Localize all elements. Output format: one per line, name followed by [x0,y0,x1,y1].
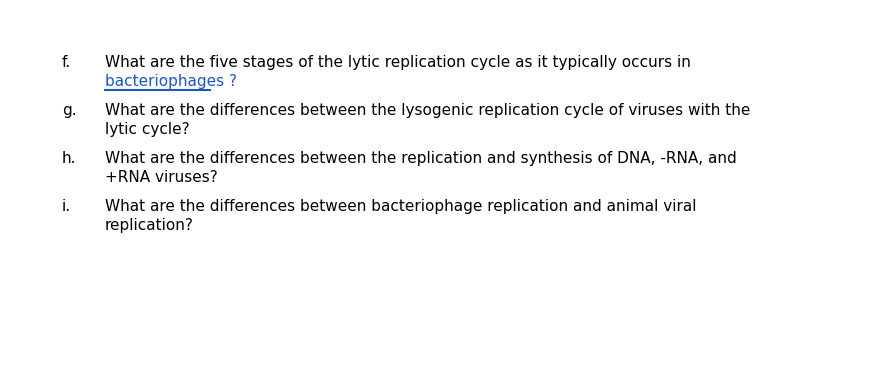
Text: What are the differences between bacteriophage replication and animal viral: What are the differences between bacteri… [105,199,696,214]
Text: i.: i. [62,199,71,214]
Text: lytic cycle?: lytic cycle? [105,122,190,137]
Text: What are the differences between the replication and synthesis of DNA, -RNA, and: What are the differences between the rep… [105,151,737,166]
Text: h.: h. [62,151,76,166]
Text: replication?: replication? [105,218,194,233]
Text: bacteriophages ?: bacteriophages ? [105,74,237,89]
Text: +RNA viruses?: +RNA viruses? [105,170,218,185]
Text: What are the five stages of the lytic replication cycle as it typically occurs i: What are the five stages of the lytic re… [105,55,691,70]
Text: g.: g. [62,103,76,118]
Text: f.: f. [62,55,71,70]
Text: What are the differences between the lysogenic replication cycle of viruses with: What are the differences between the lys… [105,103,750,118]
